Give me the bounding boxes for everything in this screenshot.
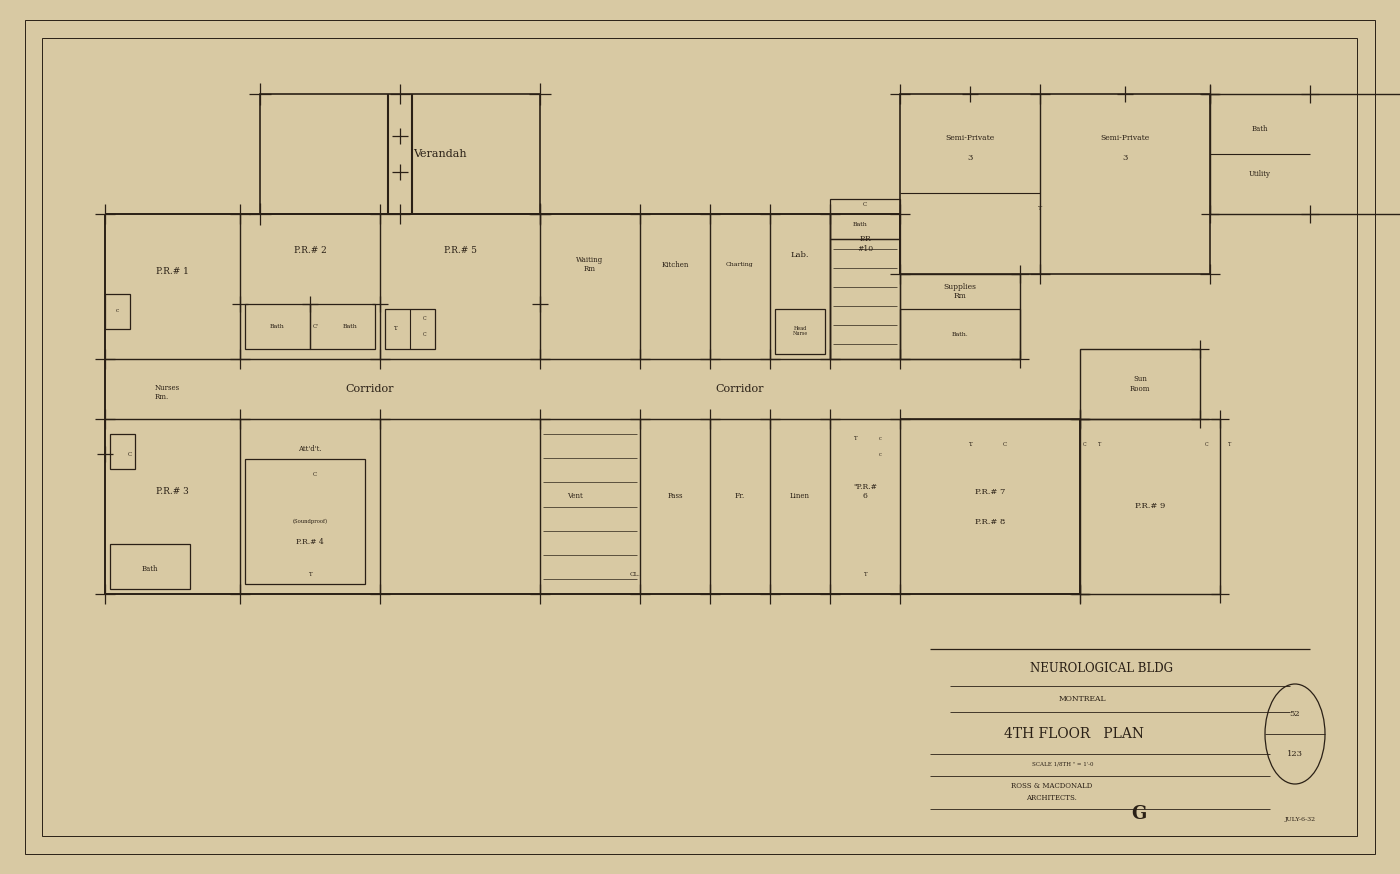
Text: Charting: Charting	[727, 262, 753, 267]
Text: MONTREAL: MONTREAL	[1058, 695, 1106, 703]
Text: C: C	[423, 316, 427, 322]
Text: Lab.: Lab.	[791, 251, 809, 259]
Text: 52: 52	[1289, 710, 1301, 718]
Bar	[245, 459, 365, 584]
Text: Att'd't.: Att'd't.	[298, 445, 322, 453]
Text: Pass: Pass	[668, 493, 683, 501]
Text: Waiting
Rm: Waiting Rm	[577, 256, 603, 274]
Text: c: c	[879, 436, 882, 441]
Text: "P.R.#
6: "P.R.# 6	[853, 483, 876, 500]
Text: CL.: CL.	[630, 572, 640, 577]
Text: T: T	[1228, 441, 1231, 447]
Text: T: T	[853, 436, 857, 441]
Text: P.R.# 5: P.R.# 5	[444, 246, 476, 254]
Bar	[111, 544, 190, 589]
Text: SCALE 1/8TH " = 1'-0: SCALE 1/8TH " = 1'-0	[1032, 761, 1093, 766]
Bar	[900, 309, 1021, 359]
Text: P.R.# 1: P.R.# 1	[155, 267, 189, 276]
Text: Linen: Linen	[790, 493, 811, 501]
Text: Bath.: Bath.	[952, 331, 969, 336]
Text: (Soundproof): (Soundproof)	[293, 519, 328, 524]
Text: T.: T.	[392, 327, 398, 331]
Bar	[830, 199, 900, 239]
Text: Bath: Bath	[141, 565, 158, 573]
Bar	[900, 274, 1021, 359]
Text: Semi-Private: Semi-Private	[945, 135, 994, 142]
Text: Bath: Bath	[1252, 125, 1268, 133]
Text: P.R.# 3: P.R.# 3	[157, 487, 189, 496]
Text: 123: 123	[1287, 750, 1303, 758]
Text: Sun
Room: Sun Room	[1130, 376, 1151, 392]
Text: c: c	[115, 309, 119, 314]
Text: T: T	[1037, 205, 1042, 211]
Text: ARCHITECTS.: ARCHITECTS.	[1026, 794, 1077, 802]
Bar	[385, 309, 435, 349]
Text: P.R
#10: P.R #10	[857, 235, 874, 253]
Text: Nurses
Rm.: Nurses Rm.	[155, 384, 181, 401]
Bar	[260, 94, 540, 214]
Text: C: C	[862, 202, 867, 206]
Text: Utility: Utility	[1249, 170, 1271, 178]
Text: C: C	[314, 471, 316, 476]
Text: T: T	[308, 572, 312, 577]
Text: Corridor: Corridor	[346, 384, 395, 394]
Bar	[111, 434, 134, 469]
Text: Bath: Bath	[343, 324, 358, 329]
Text: C": C"	[314, 324, 319, 329]
Text: C: C	[423, 331, 427, 336]
Text: P.R.# 7: P.R.# 7	[974, 488, 1005, 496]
Text: 3: 3	[1123, 155, 1127, 163]
Text: Semi-Private: Semi-Private	[1100, 135, 1149, 142]
Bar	[309, 304, 375, 349]
Text: C: C	[1084, 441, 1086, 447]
Text: T: T	[864, 572, 867, 577]
Text: 4TH FLOOR   PLAN: 4TH FLOOR PLAN	[1004, 727, 1144, 741]
Text: NEUROLOGICAL BLDG: NEUROLOGICAL BLDG	[1029, 662, 1173, 676]
Bar	[1210, 94, 1400, 214]
Text: T.: T.	[967, 441, 973, 447]
Text: Corridor: Corridor	[715, 384, 764, 394]
Text: Head
Nurse: Head Nurse	[792, 326, 808, 336]
Bar	[1079, 349, 1200, 419]
Text: Bath: Bath	[270, 324, 284, 329]
Bar	[245, 304, 309, 349]
Text: Bath: Bath	[853, 221, 868, 226]
Text: Kitchen: Kitchen	[661, 260, 689, 268]
Text: C: C	[127, 452, 132, 456]
Text: 3: 3	[967, 155, 973, 163]
Bar	[1079, 419, 1219, 594]
Bar	[900, 94, 1210, 274]
Text: P.R.# 2: P.R.# 2	[294, 246, 326, 254]
Text: P.R.# 4: P.R.# 4	[297, 538, 323, 545]
Text: P.R.# 9: P.R.# 9	[1135, 503, 1165, 510]
Text: G: G	[1131, 805, 1147, 823]
Text: P.R.# 8: P.R.# 8	[974, 517, 1005, 525]
Bar	[830, 239, 900, 359]
Text: Vent: Vent	[567, 493, 582, 501]
Bar	[105, 294, 130, 329]
Text: ROSS & MACDONALD: ROSS & MACDONALD	[1011, 782, 1092, 790]
Text: C: C	[1205, 441, 1208, 447]
Text: c: c	[879, 452, 882, 456]
Text: Fr.: Fr.	[735, 493, 745, 501]
Text: JULY-6-32: JULY-6-32	[1284, 816, 1316, 822]
Bar	[776, 309, 825, 354]
Text: Verandah: Verandah	[413, 149, 466, 159]
Text: C: C	[1002, 441, 1007, 447]
Text: T: T	[1099, 441, 1102, 447]
Text: Supplies
Rm: Supplies Rm	[944, 283, 977, 300]
